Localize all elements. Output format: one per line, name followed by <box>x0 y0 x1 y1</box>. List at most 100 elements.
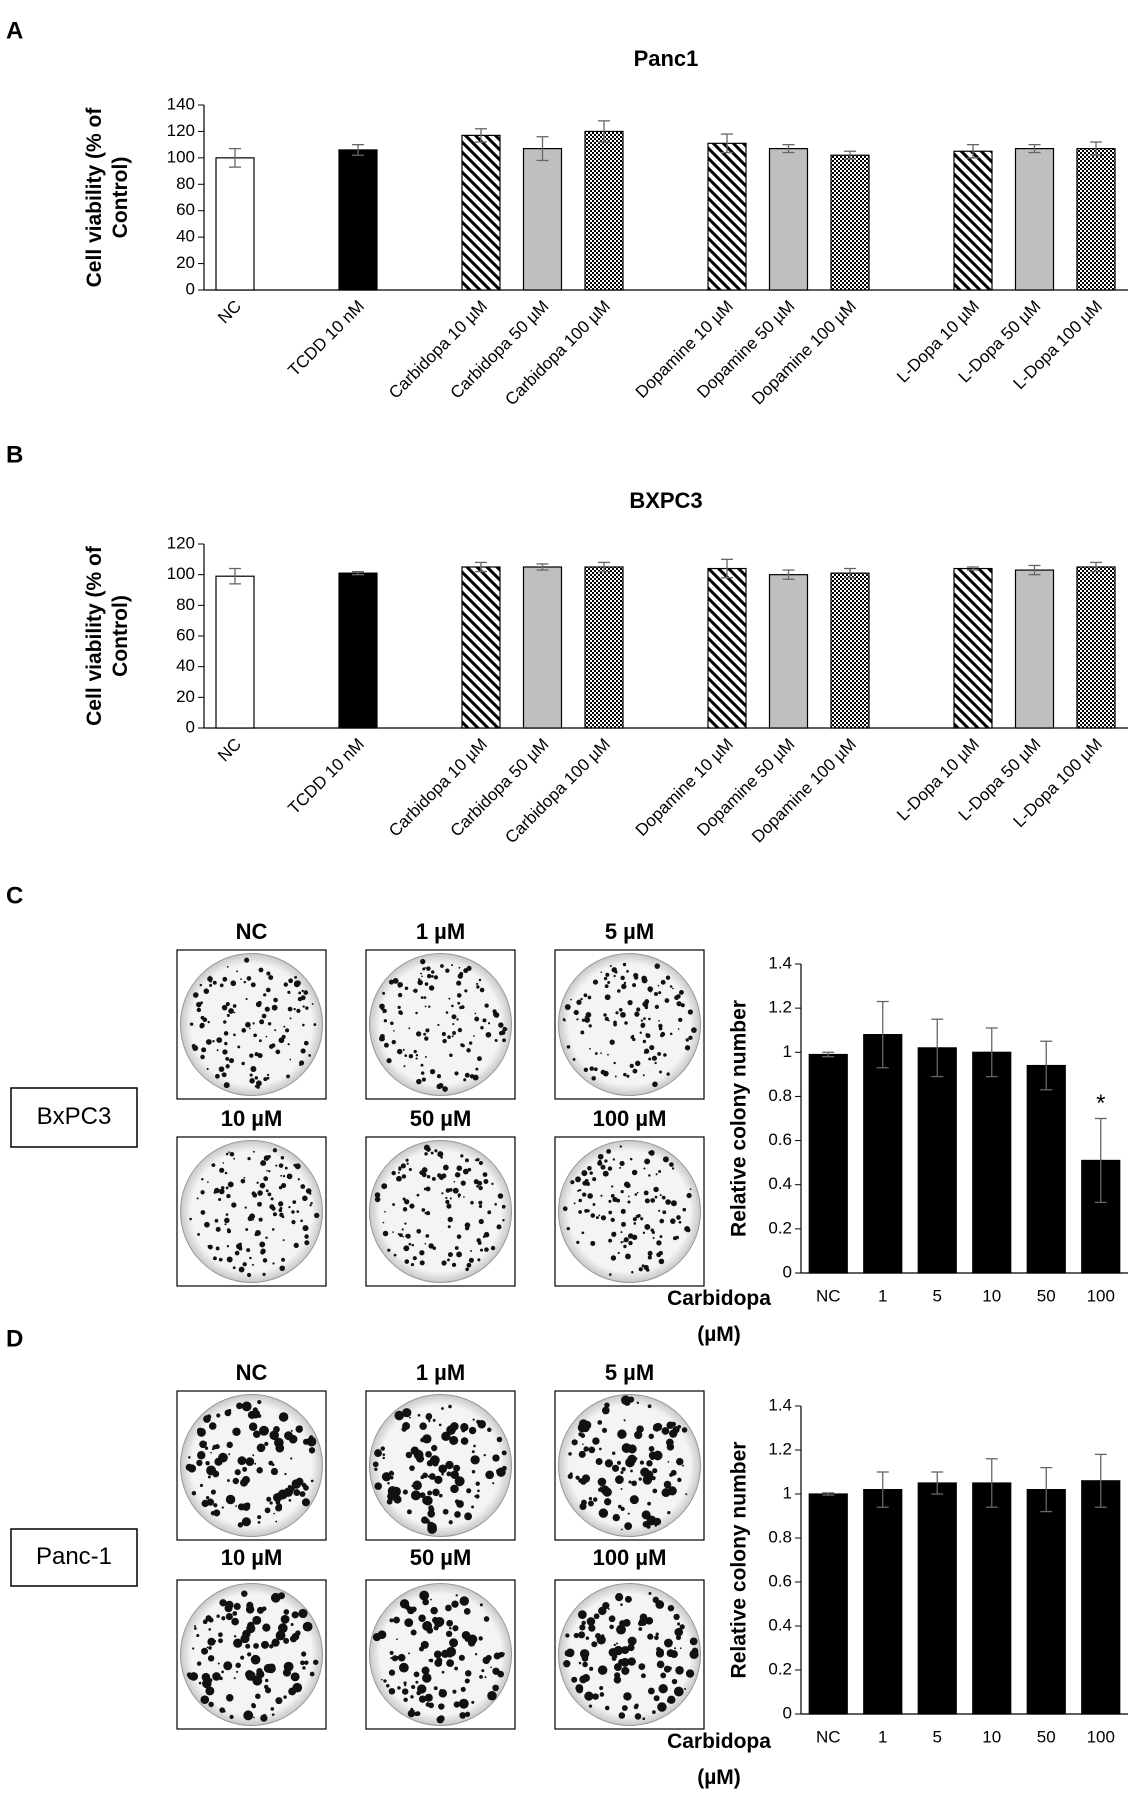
colony <box>661 1427 670 1435</box>
colony <box>402 1489 408 1495</box>
colony <box>650 1456 655 1461</box>
colony <box>275 1049 281 1055</box>
bar <box>953 150 993 291</box>
colony <box>250 1066 257 1073</box>
colony <box>448 997 451 1000</box>
colony <box>464 1158 469 1163</box>
colony <box>691 1027 697 1033</box>
colony <box>189 1022 194 1026</box>
bar <box>917 1482 957 1715</box>
colony <box>200 1001 203 1005</box>
colony <box>408 1652 411 1655</box>
colony <box>591 1641 598 1648</box>
colony <box>428 1419 431 1423</box>
colony-plate-image <box>365 1579 516 1730</box>
colony <box>231 1202 237 1208</box>
colony <box>463 1169 467 1173</box>
colony <box>584 1017 591 1023</box>
colony <box>378 1035 385 1042</box>
colony <box>605 972 610 977</box>
colony <box>302 1005 305 1008</box>
colony <box>580 997 583 1001</box>
bar <box>953 567 993 729</box>
colony <box>421 1208 426 1212</box>
colony <box>452 1187 459 1194</box>
colony <box>452 1689 457 1694</box>
colony <box>660 1033 664 1038</box>
error-bar <box>931 1471 944 1495</box>
colony <box>671 1421 676 1427</box>
plate-label: 5 µM <box>605 1360 654 1385</box>
colony <box>447 1035 451 1039</box>
colony <box>256 1667 263 1675</box>
colony <box>387 1491 396 1501</box>
colony <box>684 1045 691 1051</box>
colony <box>654 992 659 997</box>
plate <box>558 1140 701 1283</box>
colony <box>427 1510 436 1518</box>
colony <box>437 1715 445 1722</box>
error-bar <box>844 150 856 160</box>
error-bar <box>985 1027 998 1078</box>
colony <box>476 985 480 989</box>
colony <box>588 1624 596 1632</box>
colony <box>474 1495 477 1498</box>
colony <box>464 1072 470 1078</box>
colony <box>472 1074 479 1081</box>
colony <box>446 1659 455 1668</box>
colony <box>272 1212 277 1217</box>
colony <box>233 1011 236 1014</box>
colony <box>636 1425 644 1433</box>
colony <box>642 1039 647 1044</box>
colony <box>654 1061 657 1065</box>
bar <box>972 1482 1012 1715</box>
colony <box>479 1603 483 1607</box>
colony <box>377 1630 387 1640</box>
colony <box>417 978 421 981</box>
colony <box>278 1201 284 1207</box>
colony <box>655 1697 658 1701</box>
colony <box>484 1003 489 1008</box>
colony <box>502 1038 506 1043</box>
colony <box>428 1658 432 1662</box>
colony <box>498 1022 504 1028</box>
colony <box>638 1267 643 1272</box>
colony <box>225 1056 230 1061</box>
colony <box>289 1017 292 1020</box>
colony <box>602 1170 609 1177</box>
colony <box>293 1007 296 1011</box>
colony <box>374 1467 378 1471</box>
y-axis-label: Cell viability (% of Control) <box>83 107 132 288</box>
colony <box>490 1245 496 1251</box>
colony <box>275 1504 283 1512</box>
plate-label: 50 µM <box>410 1545 472 1570</box>
colony <box>386 1058 392 1064</box>
colony <box>620 1231 623 1234</box>
y-tick-label: 1 <box>783 1483 792 1502</box>
colony <box>244 1206 247 1209</box>
colony <box>391 1655 399 1662</box>
colony <box>658 1258 665 1265</box>
colony <box>258 1217 263 1222</box>
colony <box>456 1234 462 1239</box>
colony <box>209 983 213 987</box>
colony <box>613 1643 616 1647</box>
colony <box>640 1023 646 1028</box>
colony <box>480 1248 484 1252</box>
colony <box>384 1210 386 1213</box>
colony <box>228 1408 232 1412</box>
colony <box>610 1255 617 1261</box>
colony <box>397 1171 400 1174</box>
x-tick-label: 1 <box>878 1727 887 1746</box>
colony <box>669 1472 674 1477</box>
error-bar <box>536 136 549 162</box>
colony <box>249 1073 253 1077</box>
colony <box>261 1640 269 1649</box>
colony <box>640 1019 643 1022</box>
colony <box>406 1162 409 1165</box>
colony <box>241 1517 251 1527</box>
colony <box>455 1594 458 1597</box>
colony <box>227 1479 230 1482</box>
colony <box>679 1647 682 1650</box>
colony <box>649 1044 655 1051</box>
